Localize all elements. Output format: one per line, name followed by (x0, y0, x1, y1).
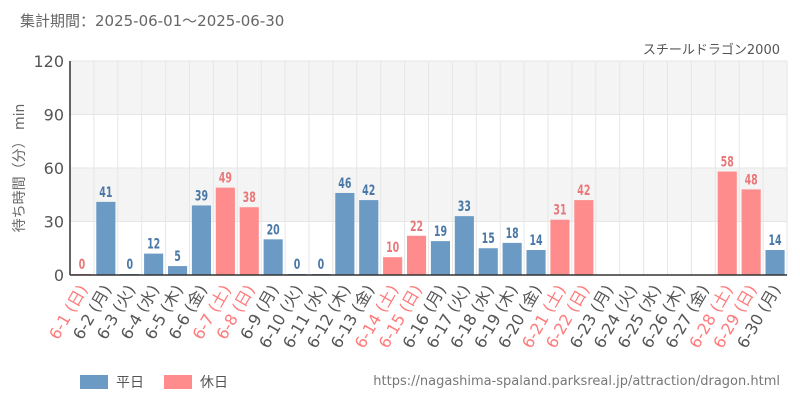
bar (239, 207, 259, 275)
bar-value-label: 14 (768, 233, 781, 249)
bar-value-label: 39 (195, 188, 208, 204)
bar (335, 192, 355, 275)
bar-value-label: 20 (267, 222, 280, 238)
y-tick-label: 120 (33, 52, 64, 71)
bar (478, 248, 498, 275)
bar (574, 200, 594, 275)
bar (741, 189, 761, 275)
bar (765, 250, 785, 275)
legend-label-weekday: 平日 (116, 375, 144, 391)
source-url[interactable]: https://nagashima-spaland.parksreal.jp/a… (373, 374, 780, 389)
bar-value-label: 41 (99, 184, 112, 200)
legend-swatch-weekday (80, 375, 108, 389)
legend-item-weekday: 平日 (80, 372, 144, 392)
legend-item-holiday: 休日 (164, 372, 228, 392)
bar (717, 171, 737, 275)
bar (526, 250, 546, 275)
bar-value-label: 18 (506, 225, 519, 241)
bar (96, 201, 116, 275)
bar-value-label: 0 (126, 257, 133, 273)
x-axis-ticks: 6-1 (日)6-2 (月)6-3 (火)6-4 (水)6-5 (木)6-6 (… (45, 282, 784, 352)
bar (383, 257, 403, 275)
bar (430, 241, 451, 275)
bar-value-label: 46 (338, 176, 351, 192)
bar-value-label: 31 (553, 202, 566, 218)
legend-swatch-holiday (164, 375, 192, 389)
bar (550, 219, 570, 275)
bar (359, 200, 379, 275)
bar-value-label: 42 (577, 183, 590, 199)
bar (167, 266, 188, 275)
bar-value-label: 58 (721, 154, 734, 170)
bar (406, 235, 427, 275)
bar (502, 242, 522, 275)
bar-value-label: 0 (79, 257, 86, 273)
bar-value-label: 42 (362, 183, 375, 199)
y-tick-label: 0 (54, 266, 64, 285)
bar-value-label: 14 (529, 233, 542, 249)
bar-value-label: 48 (745, 172, 758, 188)
bar-value-label: 12 (147, 236, 160, 252)
bar-value-label: 0 (294, 257, 301, 273)
bar (263, 239, 283, 275)
bar (144, 253, 164, 275)
y-axis-ticks: 0 30 60 90 120 (33, 52, 64, 285)
bar-value-label: 10 (386, 240, 399, 256)
bar-value-label: 33 (458, 199, 471, 215)
legend-label-holiday: 休日 (200, 375, 228, 391)
y-tick-label: 30 (44, 213, 64, 232)
legend: 平日 休日 (80, 372, 228, 392)
bar-value-label: 15 (482, 231, 495, 247)
y-axis-label: 待ち時間（分） min (12, 104, 28, 233)
bar-value-label: 22 (410, 218, 423, 234)
chart-bars (72, 171, 785, 275)
bar-value-label: 5 (174, 249, 181, 265)
y-tick-label: 90 (44, 106, 64, 125)
bar-value-label: 38 (243, 190, 256, 206)
bar (454, 216, 474, 275)
bar (191, 205, 212, 275)
bar-value-label: 19 (434, 224, 447, 240)
bar-value-label: 49 (219, 170, 232, 186)
bar-value-label: 0 (318, 257, 325, 273)
y-tick-label: 60 (44, 159, 64, 178)
chart-data-labels: 0 41 0 12 5 39 49 38 20 0 0 46 42 10 22 19 33 15 18 14 31 42 5… (79, 154, 782, 272)
bar (215, 187, 235, 275)
period-label: 集計期間：2025-06-01～2025-06-30 (20, 12, 285, 30)
chart-title: スチールドラゴン2000 (643, 42, 780, 58)
